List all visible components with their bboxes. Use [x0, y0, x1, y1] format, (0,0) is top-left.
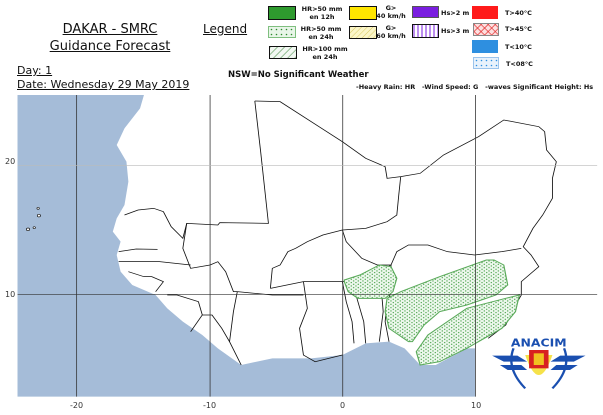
legend-label-hr100-24h: HR>100 mm en 24h [302, 45, 348, 61]
logo-text: ANACIM [511, 337, 567, 350]
legend-label-hr50-24h: HR>50 mm en 24h [300, 25, 342, 41]
legend-label-t40: T>40°C [505, 9, 532, 17]
lon-label-10: 10 [471, 401, 482, 410]
ocean [17, 95, 476, 397]
title-line1: DAKAR - SMRC [62, 22, 158, 37]
legend-label-hs3: Hs>3 m [441, 27, 470, 35]
lat-label-10: 10 [5, 290, 16, 299]
rain-area-nigeria-southeast [415, 294, 521, 366]
date-label: Date: Wednesday 29 May 2019 [17, 78, 190, 91]
legend-swatch-hr50-24h [268, 26, 296, 38]
legend-label-g40: G> 40 km/h [376, 4, 406, 20]
legend-label-t08: T<08°C [506, 60, 533, 68]
lat-label-20: 20 [5, 157, 16, 166]
lon-label-minus10: -10 [203, 401, 217, 410]
legend-swatch-hr100-24h [269, 46, 297, 59]
legend-swatch-g40 [349, 6, 377, 20]
legend-label-g60: G> 60 km/h [376, 24, 406, 40]
graticule [17, 95, 598, 397]
rain-area-togo-benin [343, 264, 398, 299]
legend-swatch-t40 [472, 6, 498, 19]
legend-swatch-hr50-12h [268, 6, 296, 20]
legend-swatch-hs3 [412, 24, 439, 38]
legend-label-t45: T>45°C [505, 25, 532, 33]
lon-label-minus20: -20 [70, 401, 84, 410]
title-line2: Guidance Forecast [49, 39, 171, 54]
legend-swatch-g60 [349, 26, 377, 39]
lon-label-0: 0 [340, 401, 346, 410]
legend-swatch-hs2 [412, 6, 439, 18]
legend-label-hs2: Hs>2 m [441, 9, 470, 17]
map: ANACIM [17, 95, 598, 397]
legend-swatch-t45 [473, 23, 499, 36]
legend-label-t10: T<10°C [505, 43, 532, 51]
legend-swatch-t08 [473, 57, 499, 69]
day-label: Day: 1 [17, 64, 53, 77]
nsw-note: NSW=No Significant Weather [228, 70, 369, 80]
cape-verde-islands [26, 206, 41, 231]
abbreviation-key: -Heavy Rain: HR -Wind Speed: G -waves Si… [356, 83, 594, 91]
anacim-logo: ANACIM [492, 337, 586, 389]
heavy-rain-areas [343, 259, 521, 366]
legend-title: Legend [203, 22, 248, 36]
legend-swatch-t10 [472, 40, 498, 53]
rain-area-nigeria-central [384, 259, 509, 343]
legend-label-hr50-12h: HR>50 mm en 12h [301, 5, 343, 21]
